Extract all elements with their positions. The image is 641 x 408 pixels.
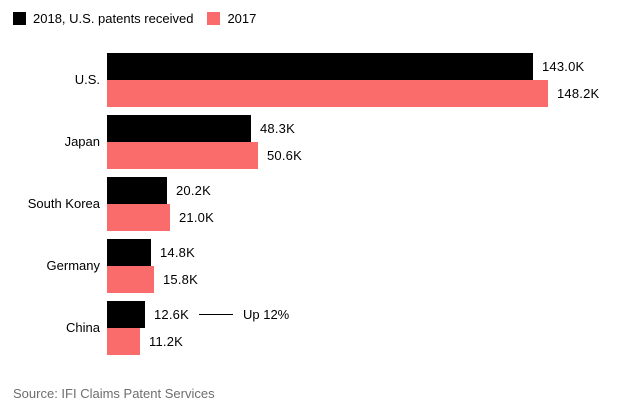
- value-label-2017: 11.2K: [149, 334, 184, 349]
- value-wrap-2018: 143.0K: [542, 53, 584, 80]
- value-wrap-2017: 50.6K: [267, 142, 302, 169]
- category-label: China: [66, 320, 100, 335]
- value-wrap-2018: 48.3K: [260, 115, 295, 142]
- bar-2018: [107, 239, 151, 266]
- value-wrap-2018: 12.6K Up 12%: [154, 301, 289, 328]
- category-label: Germany: [46, 258, 100, 273]
- category-label: U.S.: [74, 72, 100, 87]
- bar-2017: [107, 80, 548, 107]
- value-wrap-2017: 11.2K: [149, 328, 183, 355]
- value-label-2018: 48.3K: [260, 121, 295, 136]
- legend-label-2018: 2018, U.S. patents received: [33, 11, 194, 26]
- bar-2018: [107, 177, 167, 204]
- legend-item-2018: 2018, U.S. patents received: [13, 11, 193, 26]
- value-wrap-2017: 21.0K: [179, 204, 214, 231]
- annotation-connector-line: [198, 313, 233, 316]
- legend-swatch-2018: [13, 12, 26, 25]
- value-wrap-2017: 15.8K: [163, 266, 198, 293]
- category-label: Japan: [64, 134, 100, 149]
- value-label-2018: 143.0K: [542, 59, 585, 74]
- category-label: South Korea: [27, 196, 100, 211]
- legend-item-2017: 2017: [207, 11, 256, 26]
- bar-2017: [107, 204, 170, 231]
- annotation-label: Up 12%: [242, 307, 290, 322]
- bar-2018: [107, 115, 251, 142]
- bar-2017: [107, 266, 154, 293]
- value-label-2018: 14.8K: [160, 245, 195, 260]
- bar-2017: [107, 142, 258, 169]
- value-wrap-2018: 20.2K: [176, 177, 211, 204]
- source-note: Source: IFI Claims Patent Services: [13, 386, 215, 401]
- value-wrap-2018: 14.8K: [160, 239, 195, 266]
- legend-swatch-2017: [207, 12, 221, 25]
- bar-2018: [107, 53, 533, 80]
- value-label-2017: 50.6K: [267, 148, 302, 163]
- value-label-2017: 148.2K: [557, 86, 600, 101]
- value-label-2018: 12.6K: [154, 307, 189, 322]
- value-wrap-2017: 148.2K: [557, 80, 599, 107]
- legend: 2018, U.S. patents received 2017: [13, 11, 256, 26]
- bar-2018: [107, 301, 145, 328]
- value-label-2017: 21.0K: [179, 210, 214, 225]
- legend-label-2017: 2017: [227, 11, 257, 26]
- bar-2017: [107, 328, 140, 355]
- value-label-2018: 20.2K: [176, 183, 211, 198]
- value-label-2017: 15.8K: [163, 272, 198, 287]
